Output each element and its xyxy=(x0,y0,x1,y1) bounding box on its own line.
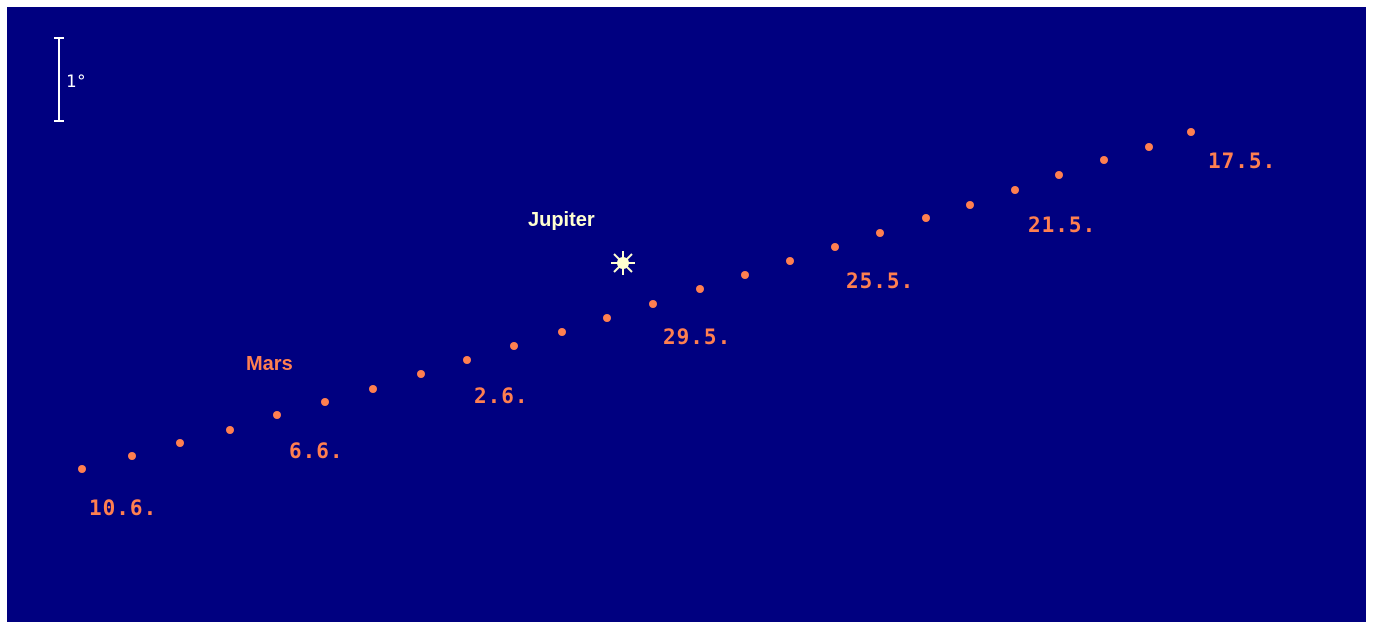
mars-position-point xyxy=(273,411,281,419)
date-label-25-5: 25.5. xyxy=(846,269,914,293)
mars-position-point xyxy=(1100,156,1108,164)
mars-position-point xyxy=(1145,143,1153,151)
mars-position-point xyxy=(922,214,930,222)
jupiter-label: Jupiter xyxy=(528,209,595,231)
date-label-10-6: 10.6. xyxy=(89,496,157,520)
sky-background xyxy=(7,7,1366,622)
mars-position-point xyxy=(463,356,471,364)
mars-position-point xyxy=(128,452,136,460)
date-label-2-6: 2.6. xyxy=(474,384,529,408)
mars-track xyxy=(78,128,1195,473)
mars-position-point xyxy=(876,229,884,237)
scale-bar-label: 1° xyxy=(66,72,86,92)
mars-position-point xyxy=(369,385,377,393)
mars-position-point xyxy=(966,201,974,209)
mars-position-point xyxy=(558,328,566,336)
mars-position-point xyxy=(603,314,611,322)
mars-position-point xyxy=(696,285,704,293)
mars-position-point xyxy=(831,243,839,251)
mars-position-point xyxy=(741,271,749,279)
mars-position-point xyxy=(510,342,518,350)
date-label-17-5: 17.5. xyxy=(1208,149,1276,173)
mars-position-point xyxy=(321,398,329,406)
date-label-21-5: 21.5. xyxy=(1028,213,1096,237)
mars-position-point xyxy=(78,465,86,473)
mars-position-point xyxy=(417,370,425,378)
mars-position-point xyxy=(176,439,184,447)
date-label-6-6: 6.6. xyxy=(289,439,344,463)
mars-position-point xyxy=(1055,171,1063,179)
date-label-29-5: 29.5. xyxy=(663,325,731,349)
mars-position-point xyxy=(226,426,234,434)
scale-bar: 1° xyxy=(54,37,86,122)
date-labels: 17.5. 21.5. 25.5. 29.5. 2.6. 6.6. 10.6. xyxy=(89,149,1276,520)
mars-label: Mars xyxy=(246,353,293,375)
jupiter-star-icon xyxy=(611,251,635,275)
mars-position-point xyxy=(786,257,794,265)
mars-position-point xyxy=(1011,186,1019,194)
mars-position-point xyxy=(1187,128,1195,136)
mars-position-point xyxy=(649,300,657,308)
